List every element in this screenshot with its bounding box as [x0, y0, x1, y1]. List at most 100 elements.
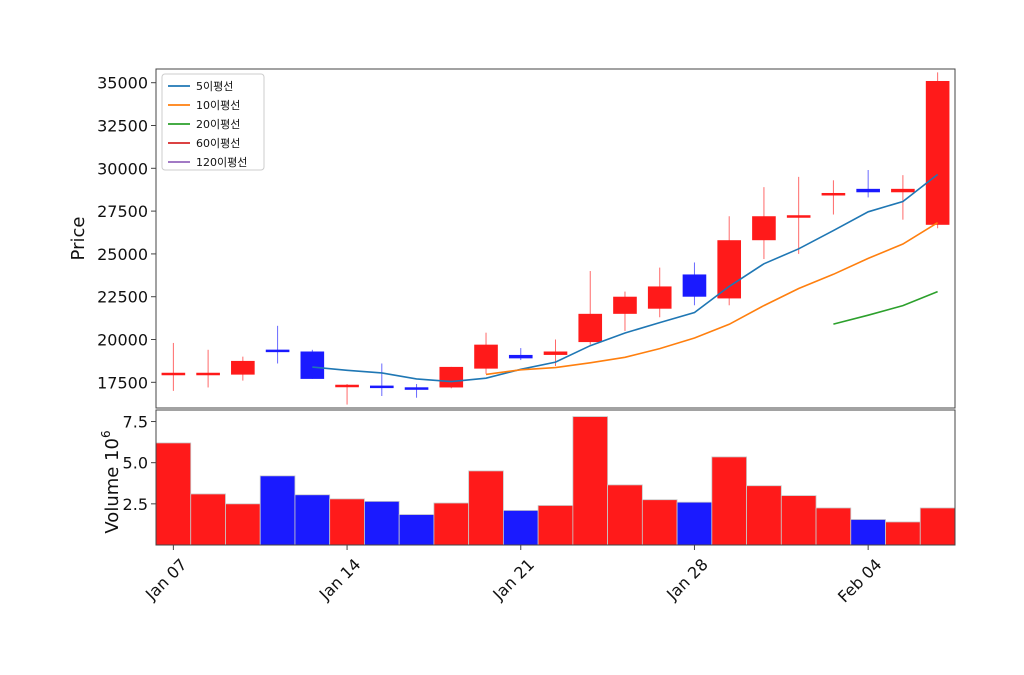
volume-bar — [468, 470, 504, 546]
moving-average-line — [833, 290, 938, 325]
price-y-tick-label: 35000 — [97, 74, 148, 93]
price-y-tick-label: 27500 — [97, 202, 148, 221]
candle — [647, 267, 672, 318]
candle-body — [717, 240, 742, 299]
candle — [300, 349, 325, 379]
candle — [404, 384, 429, 398]
x-tick-label: Feb 04 — [834, 555, 885, 606]
candle-body — [786, 215, 811, 218]
volume-bar — [537, 505, 574, 546]
volume-bar — [364, 500, 400, 546]
price-y-tick-label: 22500 — [97, 288, 148, 307]
volume-bar — [572, 416, 609, 546]
candle — [613, 291, 637, 331]
candle-body — [578, 313, 603, 343]
candle — [891, 175, 915, 220]
volume-bar — [850, 519, 886, 546]
legend-label: 5이평선 — [196, 80, 233, 93]
candle-body — [404, 387, 429, 390]
volume-bar — [676, 501, 713, 546]
candle — [335, 384, 359, 405]
candle-body — [891, 188, 915, 193]
volume-bar — [885, 521, 921, 546]
price-frame — [155, 68, 956, 409]
volume-bar — [502, 510, 539, 546]
candle — [508, 348, 533, 361]
candle — [265, 325, 290, 364]
volume-bar — [746, 485, 782, 546]
volume-bar — [433, 502, 470, 546]
volume-bar — [225, 503, 261, 546]
candle — [856, 170, 880, 198]
volume-y-tick-label: 7.5 — [123, 413, 148, 432]
candle — [369, 363, 394, 397]
candle-body — [439, 366, 464, 388]
candle-body — [369, 385, 394, 389]
price-axis-label: Price — [68, 217, 89, 261]
candle — [925, 72, 950, 229]
candle — [161, 342, 186, 391]
moving-average-line — [312, 173, 939, 383]
candle — [231, 356, 255, 381]
candle-body — [508, 354, 533, 359]
x-tick-label: Jan 07 — [141, 555, 191, 605]
volume-bar — [641, 499, 678, 546]
candle-body — [925, 80, 950, 225]
price-y-tick-label: 17500 — [97, 373, 148, 392]
candle-body — [231, 360, 255, 375]
volume-bar — [780, 495, 817, 546]
candle — [682, 262, 707, 306]
volume-y-tick-label: 2.5 — [123, 495, 148, 514]
x-tick-label: Jan 14 — [315, 555, 365, 605]
volume-y-tick-label: 5.0 — [123, 454, 148, 473]
candle-body — [474, 344, 498, 369]
candle — [474, 332, 498, 374]
volume-bar — [259, 475, 296, 546]
candle-body — [161, 372, 186, 376]
volume-bar — [607, 484, 643, 546]
price-y-tick-label: 30000 — [97, 159, 148, 178]
candle — [752, 187, 776, 260]
price-panel: 17500 20000 22500 25000 27500 30000 32500 35000… — [68, 68, 956, 409]
candle — [786, 176, 811, 254]
candle-body — [543, 351, 568, 355]
x-tick-label: Jan 28 — [662, 555, 712, 605]
candle-body — [613, 296, 637, 314]
candle-body — [265, 349, 290, 353]
legend: 5이평선 10이평선 20이평선 60이평선 120이평선 — [161, 73, 265, 171]
candle-body — [196, 372, 220, 376]
candle-body — [300, 351, 325, 379]
volume-bar — [294, 494, 331, 546]
candle — [439, 366, 464, 389]
price-y-tick-label: 32500 — [97, 117, 148, 136]
volume-bar — [398, 514, 435, 546]
legend-box — [161, 73, 265, 171]
price-y-tick-label: 25000 — [97, 245, 148, 264]
candle-body — [752, 216, 776, 241]
candle — [196, 349, 220, 388]
volume-bar — [190, 493, 226, 546]
candle-body — [682, 274, 707, 297]
x-tick-label: Jan 21 — [488, 555, 538, 605]
volume-bar — [815, 507, 852, 546]
candle-body — [335, 384, 359, 388]
volume-bar — [919, 507, 956, 546]
legend-label: 10이평선 — [196, 99, 240, 112]
volume-bar — [155, 442, 192, 546]
volume-frame — [155, 409, 956, 546]
x-axis: Jan 07 Jan 14 Jan 21 Jan 28 Feb 04 — [141, 545, 885, 606]
candle-body — [821, 192, 846, 196]
legend-label: 120이평선 — [196, 156, 247, 169]
price-y-tick-label: 20000 — [97, 331, 148, 350]
legend-label: 20이평선 — [196, 118, 240, 131]
legend-label: 60이평선 — [196, 137, 240, 150]
candle — [578, 271, 603, 345]
volume-bar — [711, 456, 747, 546]
candle-body — [647, 286, 672, 309]
candle-body — [856, 188, 880, 193]
candle — [717, 216, 742, 306]
candle — [821, 180, 846, 215]
volume-bar — [329, 498, 365, 546]
